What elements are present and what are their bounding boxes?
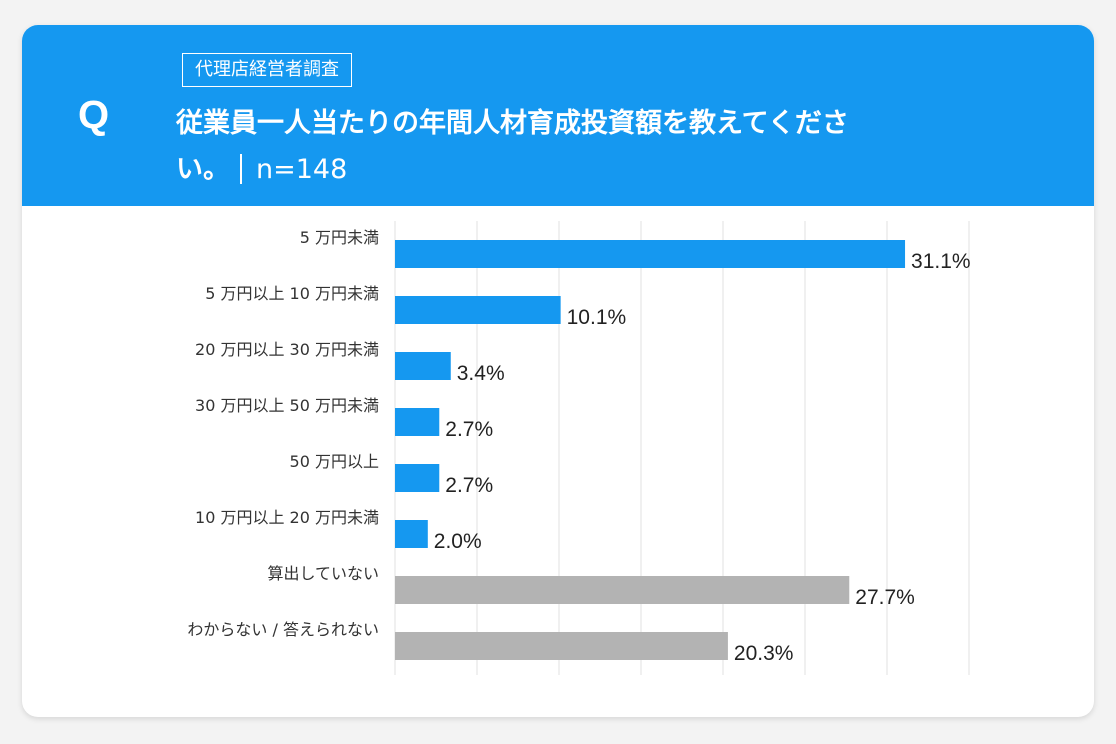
category-label: 50 万円以上 [290, 452, 379, 471]
bar [395, 520, 428, 548]
survey-card: Q 代理店経営者調査 従業員一人当たりの年間人材育成投資額を教えてください。 n=… [22, 25, 1094, 717]
value-label: 2.0% [434, 530, 482, 553]
category-label: 20 万円以上 30 万円未満 [195, 340, 379, 359]
q-mark: Q [78, 93, 110, 137]
question-text: 従業員一人当たりの年間人材育成投資額を教えてください。 n=148 [176, 101, 896, 193]
bar [395, 240, 906, 268]
value-label: 31.1% [911, 250, 971, 273]
survey-tag: 代理店経営者調査 [182, 53, 352, 87]
category-label: わからない / 答えられない [187, 620, 379, 639]
category-label: 5 万円以上 10 万円未満 [205, 284, 379, 303]
bar [395, 464, 440, 492]
category-label: 5 万円未満 [300, 228, 379, 247]
bar [395, 576, 850, 604]
value-label: 3.4% [457, 362, 505, 385]
value-label: 27.7% [855, 586, 915, 609]
bar [395, 296, 561, 324]
bar [395, 408, 440, 436]
value-label: 20.3% [734, 642, 794, 665]
category-label: 算出していない [267, 564, 379, 583]
bar [395, 352, 451, 380]
sample-size: n=148 [256, 154, 348, 185]
value-label: 10.1% [567, 306, 627, 329]
bar-chart: 5 万円未満 31.1% 5 万円以上 10 万円未満 10.1% 20 万円以上 30… [187, 221, 971, 675]
bar [395, 632, 728, 660]
category-label: 30 万円以上 50 万円未満 [195, 396, 379, 415]
question-body: 従業員一人当たりの年間人材育成投資額を教えてください。 [176, 108, 849, 185]
value-label: 2.7% [445, 474, 493, 497]
labels: 5 万円未満 31.1% 5 万円以上 10 万円未満 10.1% 20 万円以上 30… [187, 228, 970, 665]
category-label: 10 万円以上 20 万円未満 [195, 508, 379, 527]
separator [240, 154, 242, 184]
bars [395, 240, 906, 660]
question-header: Q 代理店経営者調査 従業員一人当たりの年間人材育成投資額を教えてください。 n=… [22, 25, 1094, 206]
value-label: 2.7% [445, 418, 493, 441]
